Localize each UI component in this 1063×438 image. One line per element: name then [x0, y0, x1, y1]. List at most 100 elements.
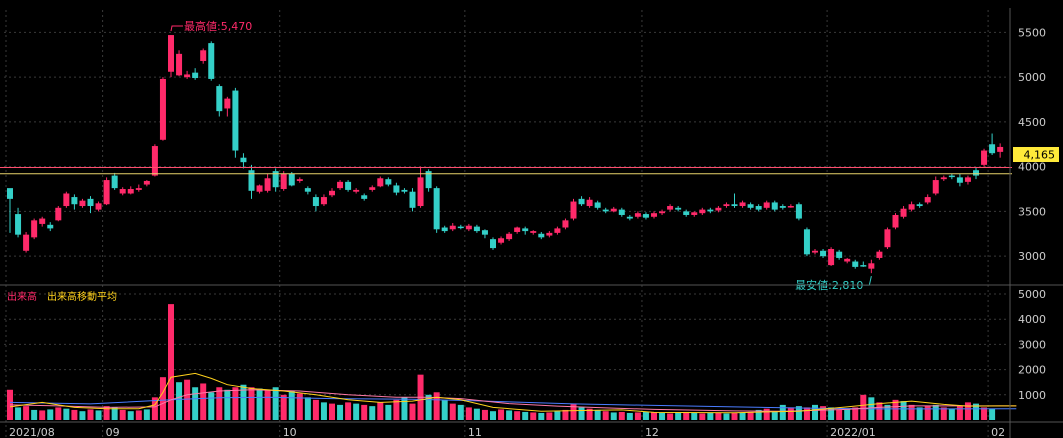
time-tick-label: 10: [283, 426, 297, 438]
volume-bar: [642, 411, 649, 420]
candle: [184, 70, 191, 79]
volume-bar: [15, 407, 22, 420]
volume-bar: [176, 382, 183, 420]
candle: [176, 50, 183, 77]
candle: [151, 144, 158, 177]
volume-bar: [490, 411, 496, 420]
candle: [296, 177, 303, 183]
candle-body: [844, 258, 851, 262]
candle: [715, 206, 722, 213]
candle-body: [932, 180, 939, 194]
volume-bar: [71, 409, 78, 420]
candle: [779, 204, 786, 210]
candle-body: [900, 208, 907, 217]
candle-body: [651, 213, 657, 217]
candle: [675, 206, 682, 212]
candle: [514, 226, 521, 234]
candle: [232, 87, 239, 158]
candle: [345, 180, 352, 192]
candle-body: [667, 206, 674, 210]
volume-bar: [393, 399, 400, 420]
candle: [932, 176, 939, 196]
time-tick-label: 2021/08: [9, 426, 55, 438]
volume-bar: [103, 406, 110, 420]
volume-bar: [481, 409, 488, 420]
candle: [964, 175, 971, 185]
candle: [498, 236, 505, 245]
candle-body: [723, 204, 730, 207]
candle: [594, 200, 601, 210]
candle: [924, 194, 931, 205]
candle-body: [385, 179, 392, 185]
candle: [546, 231, 553, 238]
candle-body: [876, 251, 883, 258]
candle-body: [481, 230, 488, 235]
volume-bar: [95, 410, 102, 420]
candle: [683, 209, 690, 217]
candle: [465, 223, 472, 232]
candle-body: [433, 188, 440, 230]
volume-bar: [441, 399, 448, 420]
time-tick-label: 12: [645, 426, 659, 438]
candle-body: [15, 214, 22, 235]
candle: [876, 249, 883, 260]
candle-body: [618, 209, 625, 215]
volume-bar: [345, 402, 352, 420]
volume-bar: [860, 394, 867, 420]
volume-bar: [739, 412, 746, 420]
candle-body: [634, 213, 641, 217]
candle: [320, 194, 327, 207]
candle-body: [908, 204, 915, 210]
volume-bar: [586, 408, 593, 420]
candle: [787, 204, 794, 208]
volume-bar: [433, 392, 440, 420]
volume-moving-averages: [9, 372, 1017, 414]
candle-body: [771, 202, 778, 210]
candle: [940, 175, 947, 181]
candle-body: [337, 181, 344, 189]
volume-bar: [973, 403, 979, 420]
volume-tick-label: 1000: [1018, 389, 1046, 402]
volume-bar: [425, 394, 432, 420]
price-reference-lines: [0, 167, 1012, 175]
candle-body: [490, 239, 496, 249]
volume-bar: [168, 304, 174, 420]
candle-body: [715, 207, 722, 211]
candle: [948, 173, 955, 180]
volume-bar: [803, 407, 810, 420]
candle-body: [329, 190, 335, 196]
candle: [860, 261, 867, 267]
volume-bar: [651, 412, 657, 420]
volume-bar: [948, 408, 955, 420]
volume-bar: [143, 409, 150, 420]
candle: [31, 218, 38, 240]
candle-body: [546, 232, 553, 236]
candle-body: [964, 177, 971, 182]
volume-bar: [465, 407, 472, 420]
candle: [852, 259, 859, 269]
candle-body: [602, 209, 609, 212]
volume-bar: [699, 413, 706, 420]
candle: [103, 177, 110, 206]
candle-body: [973, 170, 979, 176]
volume-bar: [659, 412, 666, 420]
candle-body: [176, 53, 183, 76]
volume-bar: [820, 406, 827, 420]
candle-body: [739, 202, 746, 207]
candle: [578, 196, 585, 207]
candle-body: [127, 189, 134, 194]
candle-body: [401, 189, 408, 192]
candle-body: [554, 228, 561, 233]
candle: [828, 247, 835, 266]
candle: [490, 237, 496, 250]
candle-body: [264, 178, 271, 191]
price-grid: [4, 10, 1008, 438]
candle: [506, 231, 513, 241]
candle: [361, 193, 368, 201]
candle: [642, 212, 649, 220]
volume-bar: [707, 412, 714, 420]
candle-body: [562, 220, 569, 228]
candle: [723, 202, 730, 208]
candle: [795, 202, 802, 221]
volume-bars: [7, 304, 996, 420]
